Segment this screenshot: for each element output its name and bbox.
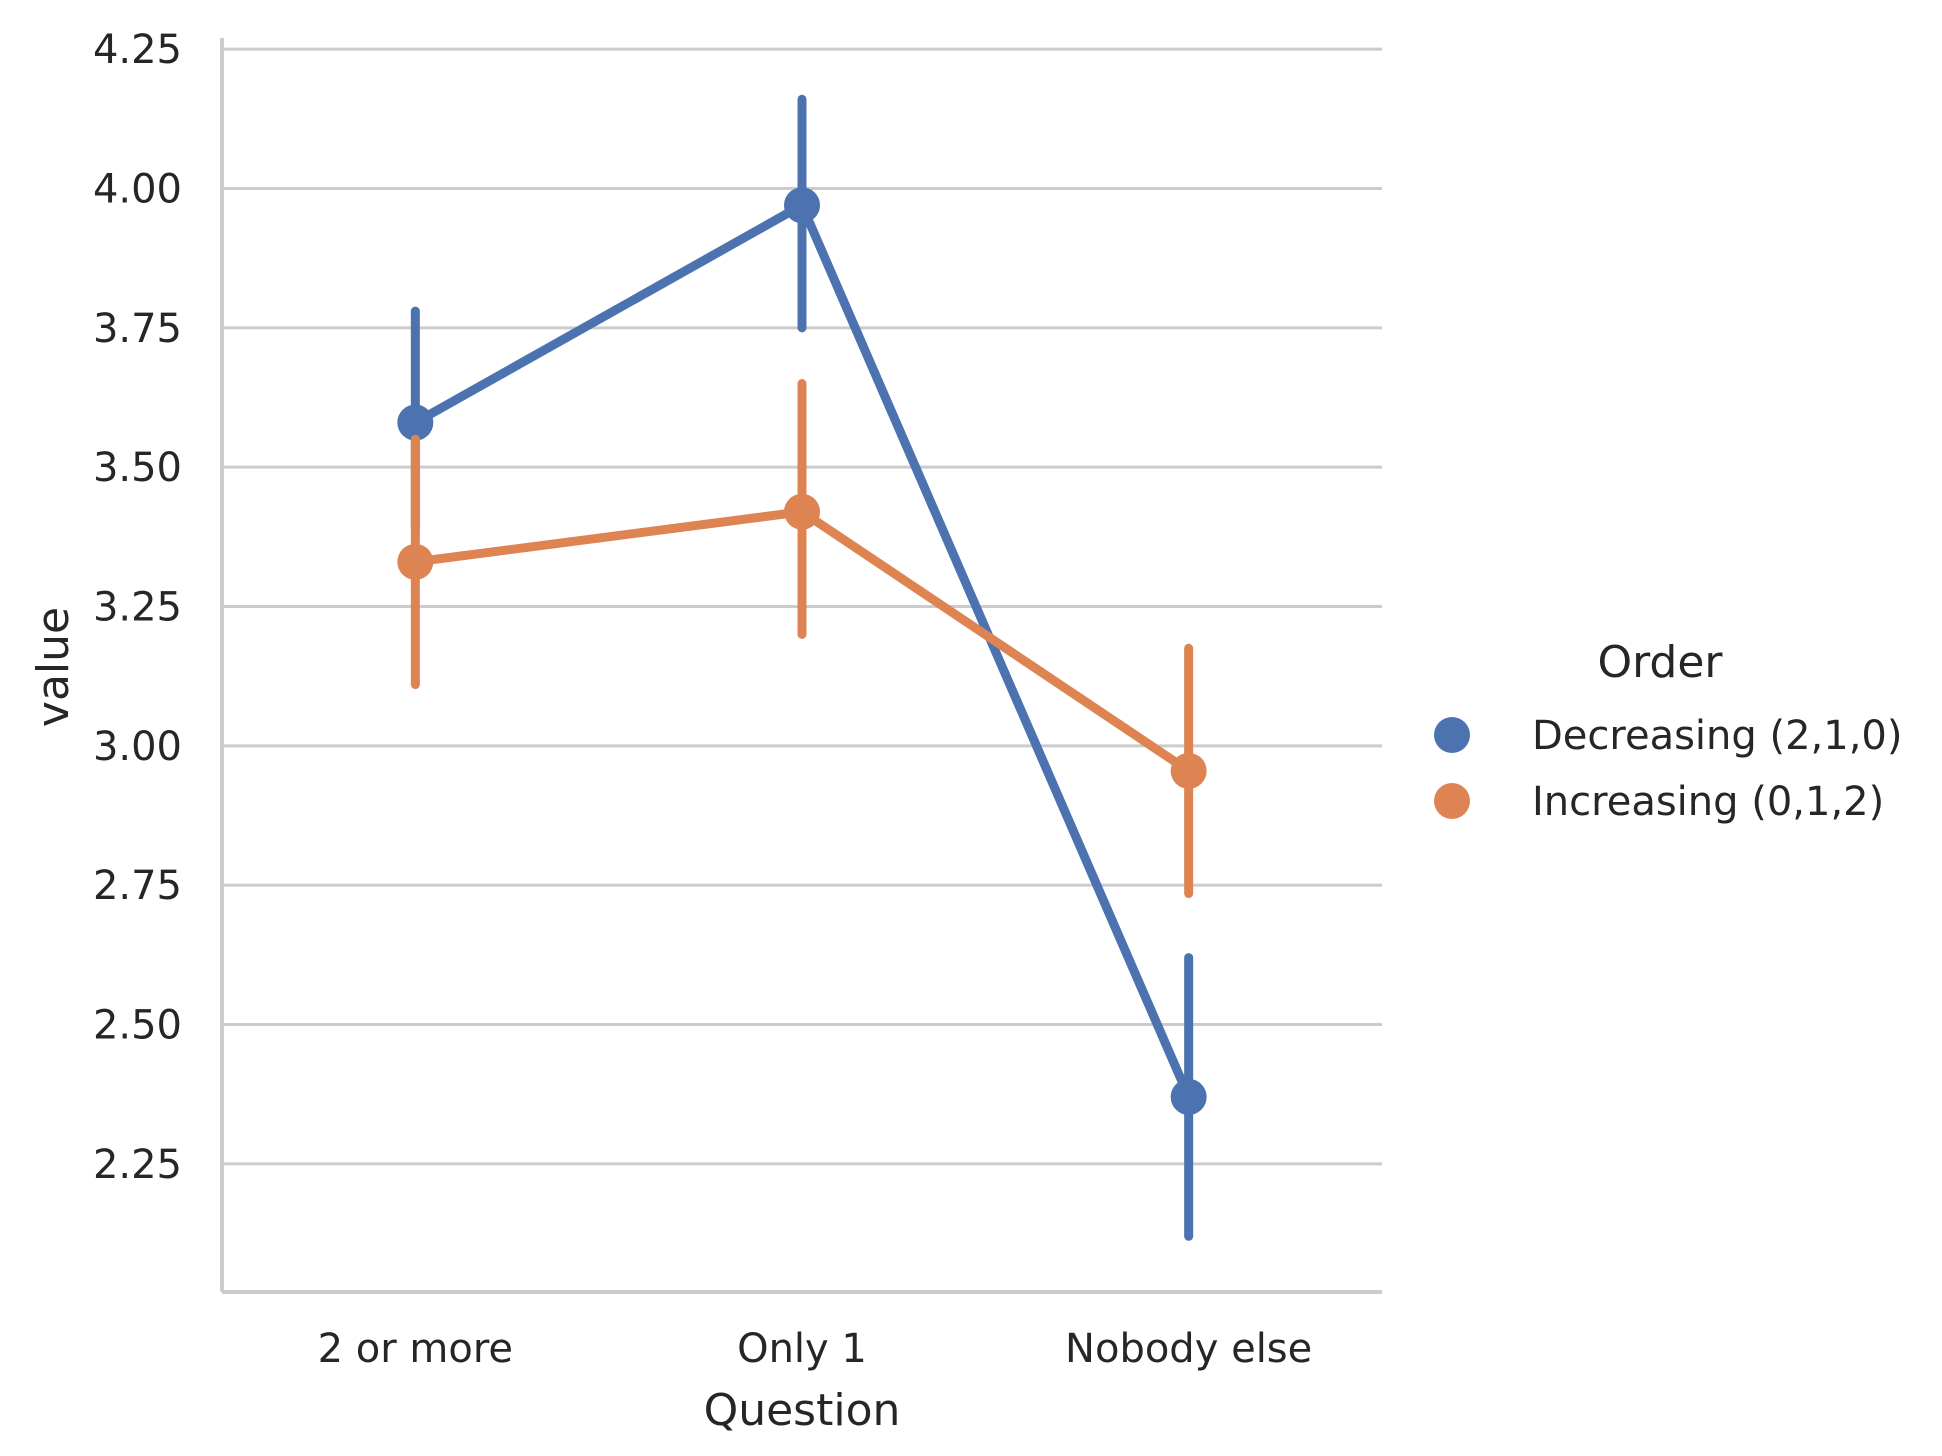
y-tick-label: 4.00 [93, 166, 182, 212]
data-point [1170, 1078, 1207, 1115]
x-tick-label: Nobody else [1065, 1326, 1312, 1372]
y-tick-label: 4.25 [93, 27, 182, 73]
legend-marker [1434, 783, 1470, 819]
y-tick-label: 3.50 [93, 445, 182, 491]
series-increasing [397, 379, 1207, 899]
y-tick-label: 3.00 [93, 724, 182, 770]
legend-label: Increasing (0,1,2) [1532, 779, 1884, 825]
x-tick-labels: 2 or more Only 1 Nobody else [318, 1326, 1313, 1372]
data-point [397, 543, 434, 580]
data-point [784, 493, 820, 530]
series-line [410, 200, 1194, 1102]
y-axis-label: value [28, 607, 79, 727]
y-tick-label: 3.75 [93, 306, 182, 352]
x-axis-label: Question [704, 1385, 901, 1436]
legend-marker [1434, 717, 1470, 753]
legend: Order Decreasing (2,1,0) Increasing (0,1,… [1434, 637, 1903, 825]
data-point [1170, 752, 1207, 789]
y-tick-labels: 2.25 2.50 2.75 3.00 3.25 3.50 3.75 4.00 4.25 [93, 27, 182, 1188]
legend-items: Decreasing (2,1,0) Increasing (0,1,2) [1434, 713, 1903, 825]
y-tick-label: 3.25 [93, 584, 182, 630]
y-tick-label: 2.25 [93, 1142, 182, 1188]
series-layer [397, 94, 1207, 1241]
y-tick-label: 2.75 [93, 863, 182, 909]
series-decreasing [397, 94, 1207, 1241]
legend-label: Decreasing (2,1,0) [1532, 713, 1903, 759]
x-tick-label: Only 1 [737, 1326, 867, 1372]
axis-spines [220, 38, 1382, 1294]
x-tick-label: 2 or more [318, 1326, 513, 1372]
legend-title: Order [1597, 637, 1723, 688]
y-tick-label: 2.50 [93, 1002, 182, 1048]
data-point [784, 187, 820, 224]
data-point [397, 404, 434, 441]
